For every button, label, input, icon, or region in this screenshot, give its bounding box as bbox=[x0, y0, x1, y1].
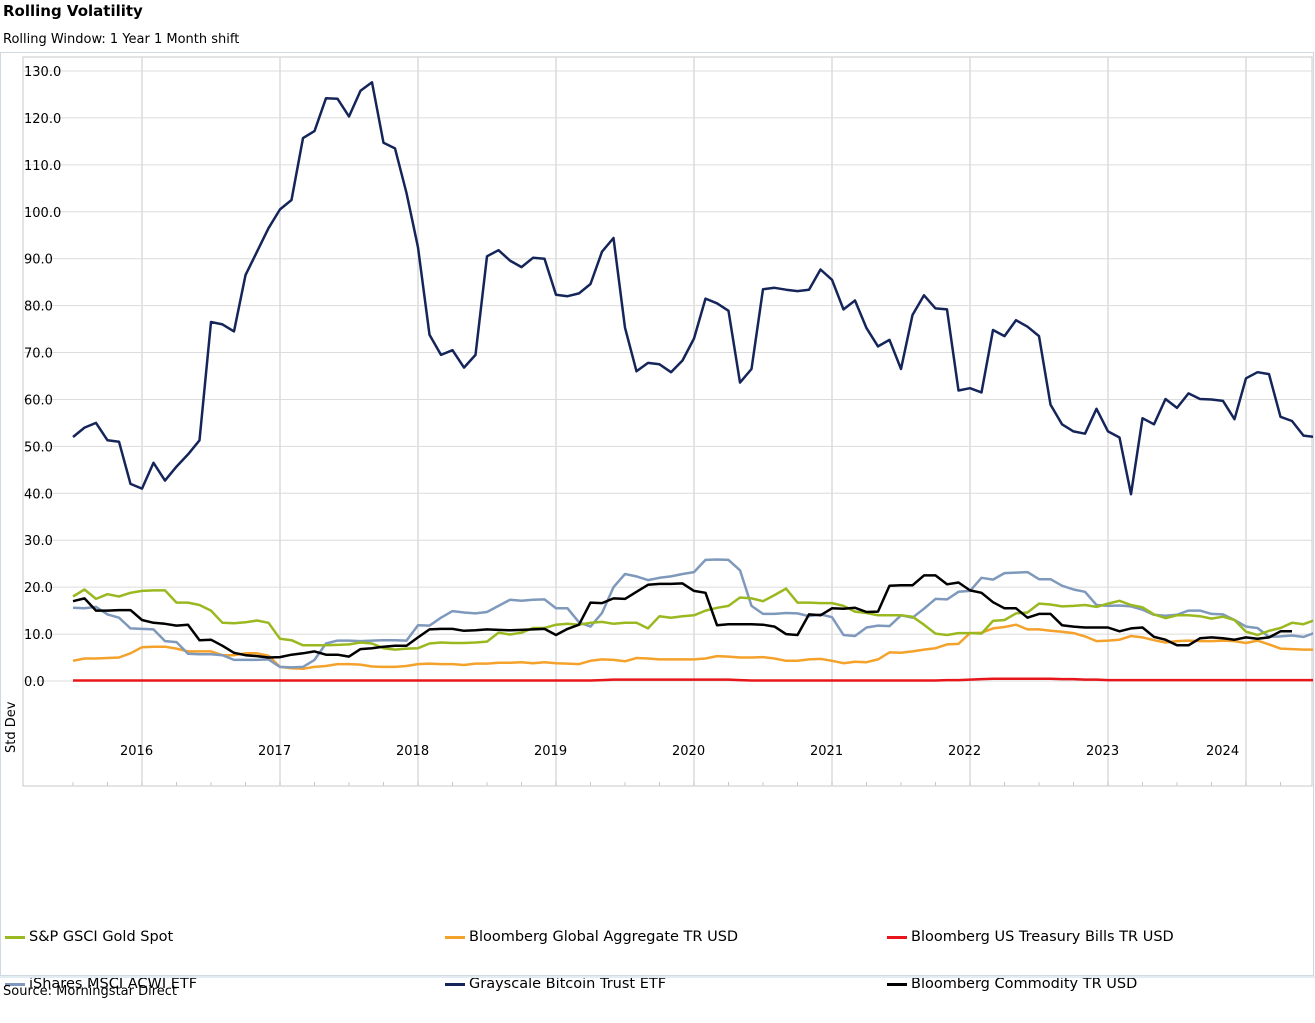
legend-swatch bbox=[5, 935, 25, 939]
legend-swatch bbox=[887, 982, 907, 986]
legend-label: Bloomberg Commodity TR USD bbox=[911, 976, 1138, 992]
y-tick-label: 50.0 bbox=[24, 440, 53, 455]
y-tick-label: 80.0 bbox=[24, 300, 53, 315]
legend-item: Bloomberg Global Aggregate TR USD bbox=[445, 929, 738, 945]
legend-label: S&P GSCI Gold Spot bbox=[29, 929, 174, 945]
series-line-ishares-msci-acwi-etf bbox=[72, 558, 1313, 669]
y-tick-label: 100.0 bbox=[24, 206, 61, 221]
x-tick-label: 2023 bbox=[1086, 744, 1119, 759]
series-line-bloomberg-commodity-tr-usd bbox=[72, 574, 1292, 659]
y-tick-label: 120.0 bbox=[24, 112, 61, 127]
legend: S&P GSCI Gold Spot Bloomberg Global Aggre… bbox=[1, 923, 1315, 1023]
y-tick-label: 60.0 bbox=[24, 393, 53, 408]
x-tick-label: 2019 bbox=[534, 744, 567, 759]
series-line-grayscale-bitcoin-trust-etf bbox=[72, 81, 1313, 496]
x-tick-label: 2016 bbox=[120, 744, 153, 759]
chart-title: Rolling Volatility bbox=[3, 2, 143, 20]
x-tick-label: 2018 bbox=[396, 744, 429, 759]
y-tick-label: 130.0 bbox=[24, 65, 61, 80]
y-tick-label: 110.0 bbox=[24, 159, 61, 174]
series-line-bloomberg-us-treasury-bills-tr-usd bbox=[73, 677, 1313, 682]
chart-subtitle: Rolling Window: 1 Year 1 Month shift bbox=[3, 32, 240, 47]
y-tick-label: 0.0 bbox=[24, 675, 45, 690]
source-note: Source: Morningstar Direct bbox=[3, 984, 178, 999]
legend-swatch bbox=[887, 935, 907, 939]
legend-label: iShares MSCI ACWI ETF bbox=[29, 976, 198, 992]
x-tick-label: 2020 bbox=[672, 744, 705, 759]
line-chart: 0.0 10.0 20.0 30.0 40.0 50.0 60.0 70.0 80.0 90.0 1… bbox=[4, 56, 1313, 787]
legend-label: Bloomberg US Treasury Bills TR USD bbox=[911, 929, 1174, 945]
legend-item: Grayscale Bitcoin Trust ETF bbox=[445, 976, 666, 992]
legend-item: iShares MSCI ACWI ETF bbox=[5, 976, 197, 992]
x-tick-label: 2021 bbox=[810, 744, 843, 759]
legend-label: Bloomberg Global Aggregate TR USD bbox=[469, 929, 739, 945]
legend-item: S&P GSCI Gold Spot bbox=[5, 929, 173, 945]
x-tick-label: 2017 bbox=[258, 744, 291, 759]
legend-swatch bbox=[445, 935, 465, 939]
y-axis-label: Std Dev bbox=[4, 701, 19, 753]
plot-area bbox=[22, 56, 1313, 787]
x-tick-label: 2024 bbox=[1206, 744, 1239, 759]
divider bbox=[0, 976, 1315, 978]
x-tick-label: 2022 bbox=[948, 744, 981, 759]
legend-label: Grayscale Bitcoin Trust ETF bbox=[469, 976, 667, 992]
y-tick-label: 30.0 bbox=[24, 534, 53, 549]
y-tick-label: 70.0 bbox=[24, 347, 53, 362]
legend-item: Bloomberg Commodity TR USD bbox=[887, 976, 1137, 992]
series-line-s-p-gsci-gold-spot bbox=[72, 587, 1313, 651]
legend-swatch bbox=[445, 982, 465, 986]
y-tick-label: 10.0 bbox=[24, 628, 53, 643]
legend-swatch bbox=[5, 982, 25, 986]
y-tick-label: 40.0 bbox=[24, 487, 53, 502]
legend-item: Bloomberg US Treasury Bills TR USD bbox=[887, 929, 1174, 945]
chart-frame: 0.0 10.0 20.0 30.0 40.0 50.0 60.0 70.0 80.0 90.0 1… bbox=[0, 52, 1314, 992]
y-tick-label: 20.0 bbox=[24, 581, 53, 596]
y-tick-label: 90.0 bbox=[24, 253, 53, 268]
